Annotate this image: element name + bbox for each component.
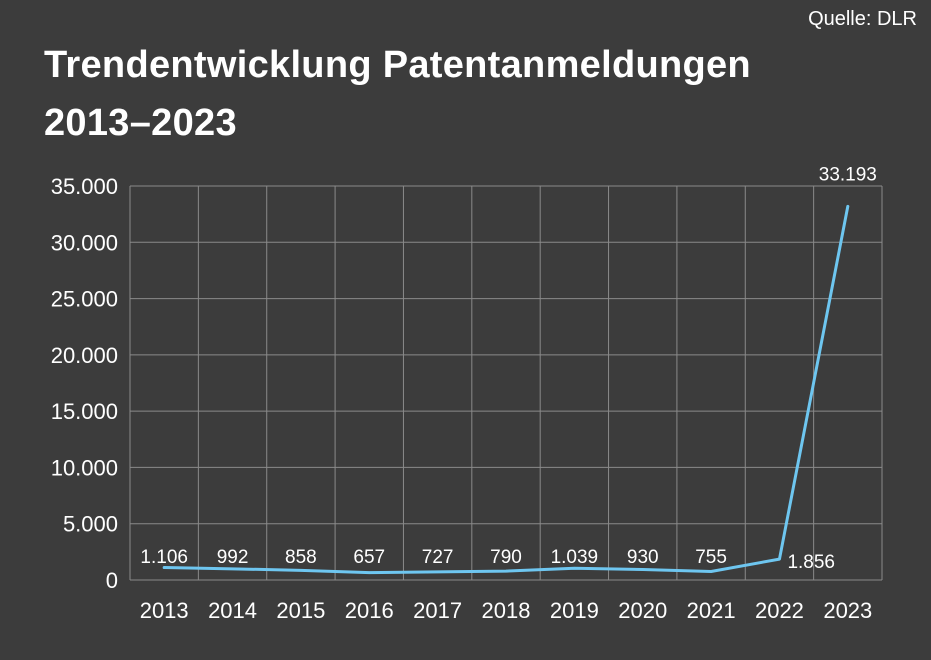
data-label: 727 xyxy=(422,547,454,568)
source-note: Quelle: DLR xyxy=(808,8,917,30)
x-tick-label: 2018 xyxy=(482,598,531,623)
series-line-group xyxy=(162,204,850,575)
y-tick-label: 25.000 xyxy=(51,287,118,312)
x-tick-label: 2016 xyxy=(345,598,394,623)
x-tick-label: 2015 xyxy=(276,598,325,623)
x-tick-label: 2023 xyxy=(823,598,872,623)
x-tick-label: 2019 xyxy=(550,598,599,623)
y-tick-label: 15.000 xyxy=(51,399,118,424)
data-label: 858 xyxy=(285,547,317,568)
data-label: 790 xyxy=(490,547,522,568)
x-tick-label: 2020 xyxy=(618,598,667,623)
data-label: 930 xyxy=(627,547,659,568)
x-axis-tick-labels: 2013 2014 2015 2016 2017 2018 2019 2020 2021 2022… xyxy=(140,598,873,623)
grid-lines xyxy=(129,185,883,581)
data-label: 1.106 xyxy=(140,547,188,568)
data-label: 657 xyxy=(353,547,385,568)
data-label: 992 xyxy=(217,547,249,568)
x-tick-label: 2013 xyxy=(140,598,189,623)
y-tick-label: 10.000 xyxy=(51,455,118,480)
x-tick-label: 2014 xyxy=(208,598,257,623)
y-tick-label: 35.000 xyxy=(51,174,118,199)
data-label: 33.193 xyxy=(819,164,877,185)
x-tick-label: 2021 xyxy=(687,598,736,623)
y-tick-label: 20.000 xyxy=(51,343,118,368)
y-tick-label: 0 xyxy=(106,568,118,593)
y-axis-tick-labels: 0 5.000 10.000 15.000 20.000 25.000 30.000 35.0… xyxy=(51,174,118,593)
chart-title: Trendentwicklung Patentanmeldungen 2013–… xyxy=(44,44,751,144)
y-tick-label: 30.000 xyxy=(51,230,118,255)
y-tick-label: 5.000 xyxy=(63,512,118,537)
data-label: 755 xyxy=(695,547,727,568)
x-tick-label: 2022 xyxy=(755,598,804,623)
series-line xyxy=(162,204,850,575)
data-labels: 1.106 992 858 657 727 790 1.039 930 755 1.856 33.1… xyxy=(140,164,876,573)
data-label: 1.039 xyxy=(551,547,599,568)
x-tick-label: 2017 xyxy=(413,598,462,623)
data-label: 1.856 xyxy=(787,552,835,573)
